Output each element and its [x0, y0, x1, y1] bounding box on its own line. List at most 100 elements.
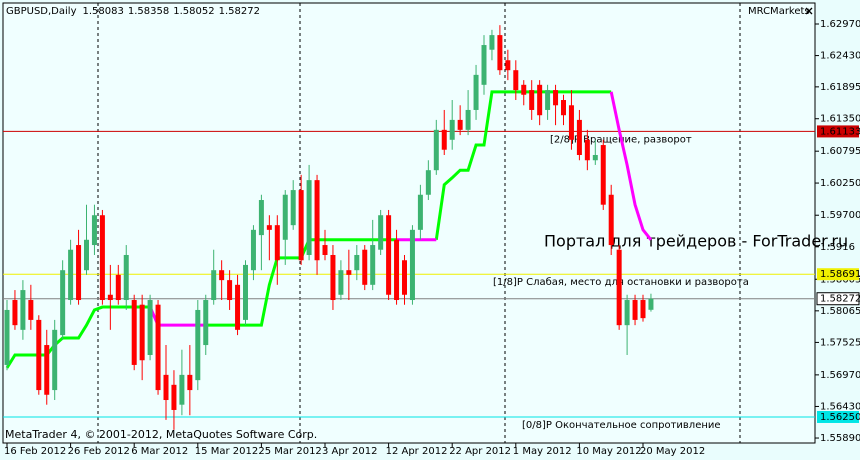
candle-body [386, 215, 392, 295]
y-tick-label: 1.62970 [820, 19, 860, 30]
candle-body [68, 249, 74, 301]
candle-body [473, 74, 479, 110]
candle-body [402, 260, 407, 295]
candle-body [4, 309, 10, 365]
candle-body [107, 294, 113, 301]
candle-body [616, 249, 622, 326]
candle-body [171, 384, 177, 410]
x-tick-label: 3 Apr 2012 [322, 446, 377, 457]
candle-body [648, 298, 654, 310]
level-price-box [817, 268, 859, 281]
candle-body [115, 274, 121, 301]
close-icon[interactable] [805, 7, 813, 15]
candle-body [274, 225, 280, 261]
symbol: GBPUSD,Daily [6, 6, 77, 17]
candle-body [203, 300, 209, 346]
period-separators [97, 3, 741, 443]
y-tick-label: 1.60795 [820, 146, 860, 157]
x-tick-label: 26 Feb 2012 [68, 446, 130, 457]
candle-body [632, 300, 638, 320]
y-tick-label: 1.57525 [820, 337, 860, 348]
candle-body [139, 304, 145, 361]
current-price-label: 1.58272 [820, 294, 860, 305]
candle-body [394, 239, 400, 301]
candle-body [123, 254, 129, 301]
candle-body [147, 300, 153, 355]
watermark: Портал для трейдеров - ForTrader.ru [544, 232, 848, 251]
candle-body [258, 200, 264, 236]
candle-body [195, 309, 201, 381]
x-tick-label: 20 May 2012 [640, 446, 705, 457]
candle-body [409, 229, 415, 301]
candle-body [235, 284, 241, 330]
candle-body [282, 194, 288, 240]
x-tick-label: 6 Mar 2012 [131, 446, 188, 457]
high-value: 1.58358 [128, 6, 169, 17]
candle-body [465, 109, 471, 130]
copyright: MetaTrader 4, © 2001-2012, MetaQuotes So… [5, 428, 317, 441]
candle-body [561, 100, 566, 116]
candle-body [330, 254, 336, 301]
candle-body [600, 145, 606, 205]
candle-body [521, 84, 527, 95]
candle-body [84, 239, 89, 271]
candle-body [163, 374, 169, 401]
y-tick-label: 1.61895 [820, 82, 860, 93]
y-tick-label: 1.61350 [820, 114, 860, 125]
candle-body [513, 70, 519, 91]
candle-body [12, 300, 18, 326]
candle-body [362, 249, 368, 285]
candle-body [497, 35, 503, 71]
candle-body [306, 180, 312, 255]
candle-body [36, 319, 42, 391]
level-price-box [817, 125, 859, 138]
x-tick-label: 12 Apr 2012 [386, 446, 448, 457]
candle-body [76, 245, 82, 301]
candle-body [243, 264, 248, 320]
y-tick-label: 1.5916 [820, 242, 855, 253]
candle-body [449, 119, 455, 140]
candle-body [99, 215, 105, 301]
y-tick-label: 1.60250 [820, 178, 860, 189]
plot-frame [2, 2, 816, 444]
candle-body [545, 90, 551, 110]
candle-body [211, 270, 217, 301]
candle-body [52, 329, 58, 391]
x-tick-label: 10 May 2012 [576, 446, 641, 457]
chart-header: GBPUSD,Daily 1.58083 1.58358 1.58052 1.58272 [6, 6, 260, 17]
candle-body [608, 194, 614, 246]
candle-body [584, 139, 590, 161]
candle-body [179, 374, 185, 405]
candle-body [624, 300, 630, 326]
candle-body [378, 215, 384, 250]
candle-body [505, 60, 511, 71]
y-tick-label: 1.55890 [820, 433, 860, 444]
x-tick-label: 1 May 2012 [513, 446, 572, 457]
level-text: [0/8]P Окончательное сопротивление [522, 420, 721, 431]
open-value: 1.58083 [83, 6, 124, 17]
candle-body [290, 190, 296, 226]
candle-body [441, 129, 447, 150]
candle-body [346, 270, 352, 275]
low-value: 1.58052 [173, 6, 214, 17]
x-tick-label: 16 Feb 2012 [4, 446, 66, 457]
y-tick-label: 1.59700 [820, 210, 860, 221]
indicator-line [609, 91, 653, 241]
candle-body [553, 90, 559, 106]
candle-body [425, 170, 431, 195]
x-tick-label: 25 Mar 2012 [258, 446, 321, 457]
candle-body [592, 154, 598, 161]
candle-body [314, 180, 320, 261]
level-price-box [817, 410, 859, 423]
level-price-label: 1.61133 [820, 126, 860, 137]
close-value: 1.58272 [219, 6, 260, 17]
current-price-box [816, 292, 860, 306]
candle-body [28, 300, 34, 320]
candle-body [338, 270, 344, 295]
x-tick-label: 15 Mar 2012 [195, 446, 258, 457]
candle-body [155, 304, 161, 391]
y-tick-label: 1.62430 [820, 51, 860, 62]
candle-body [481, 45, 487, 85]
